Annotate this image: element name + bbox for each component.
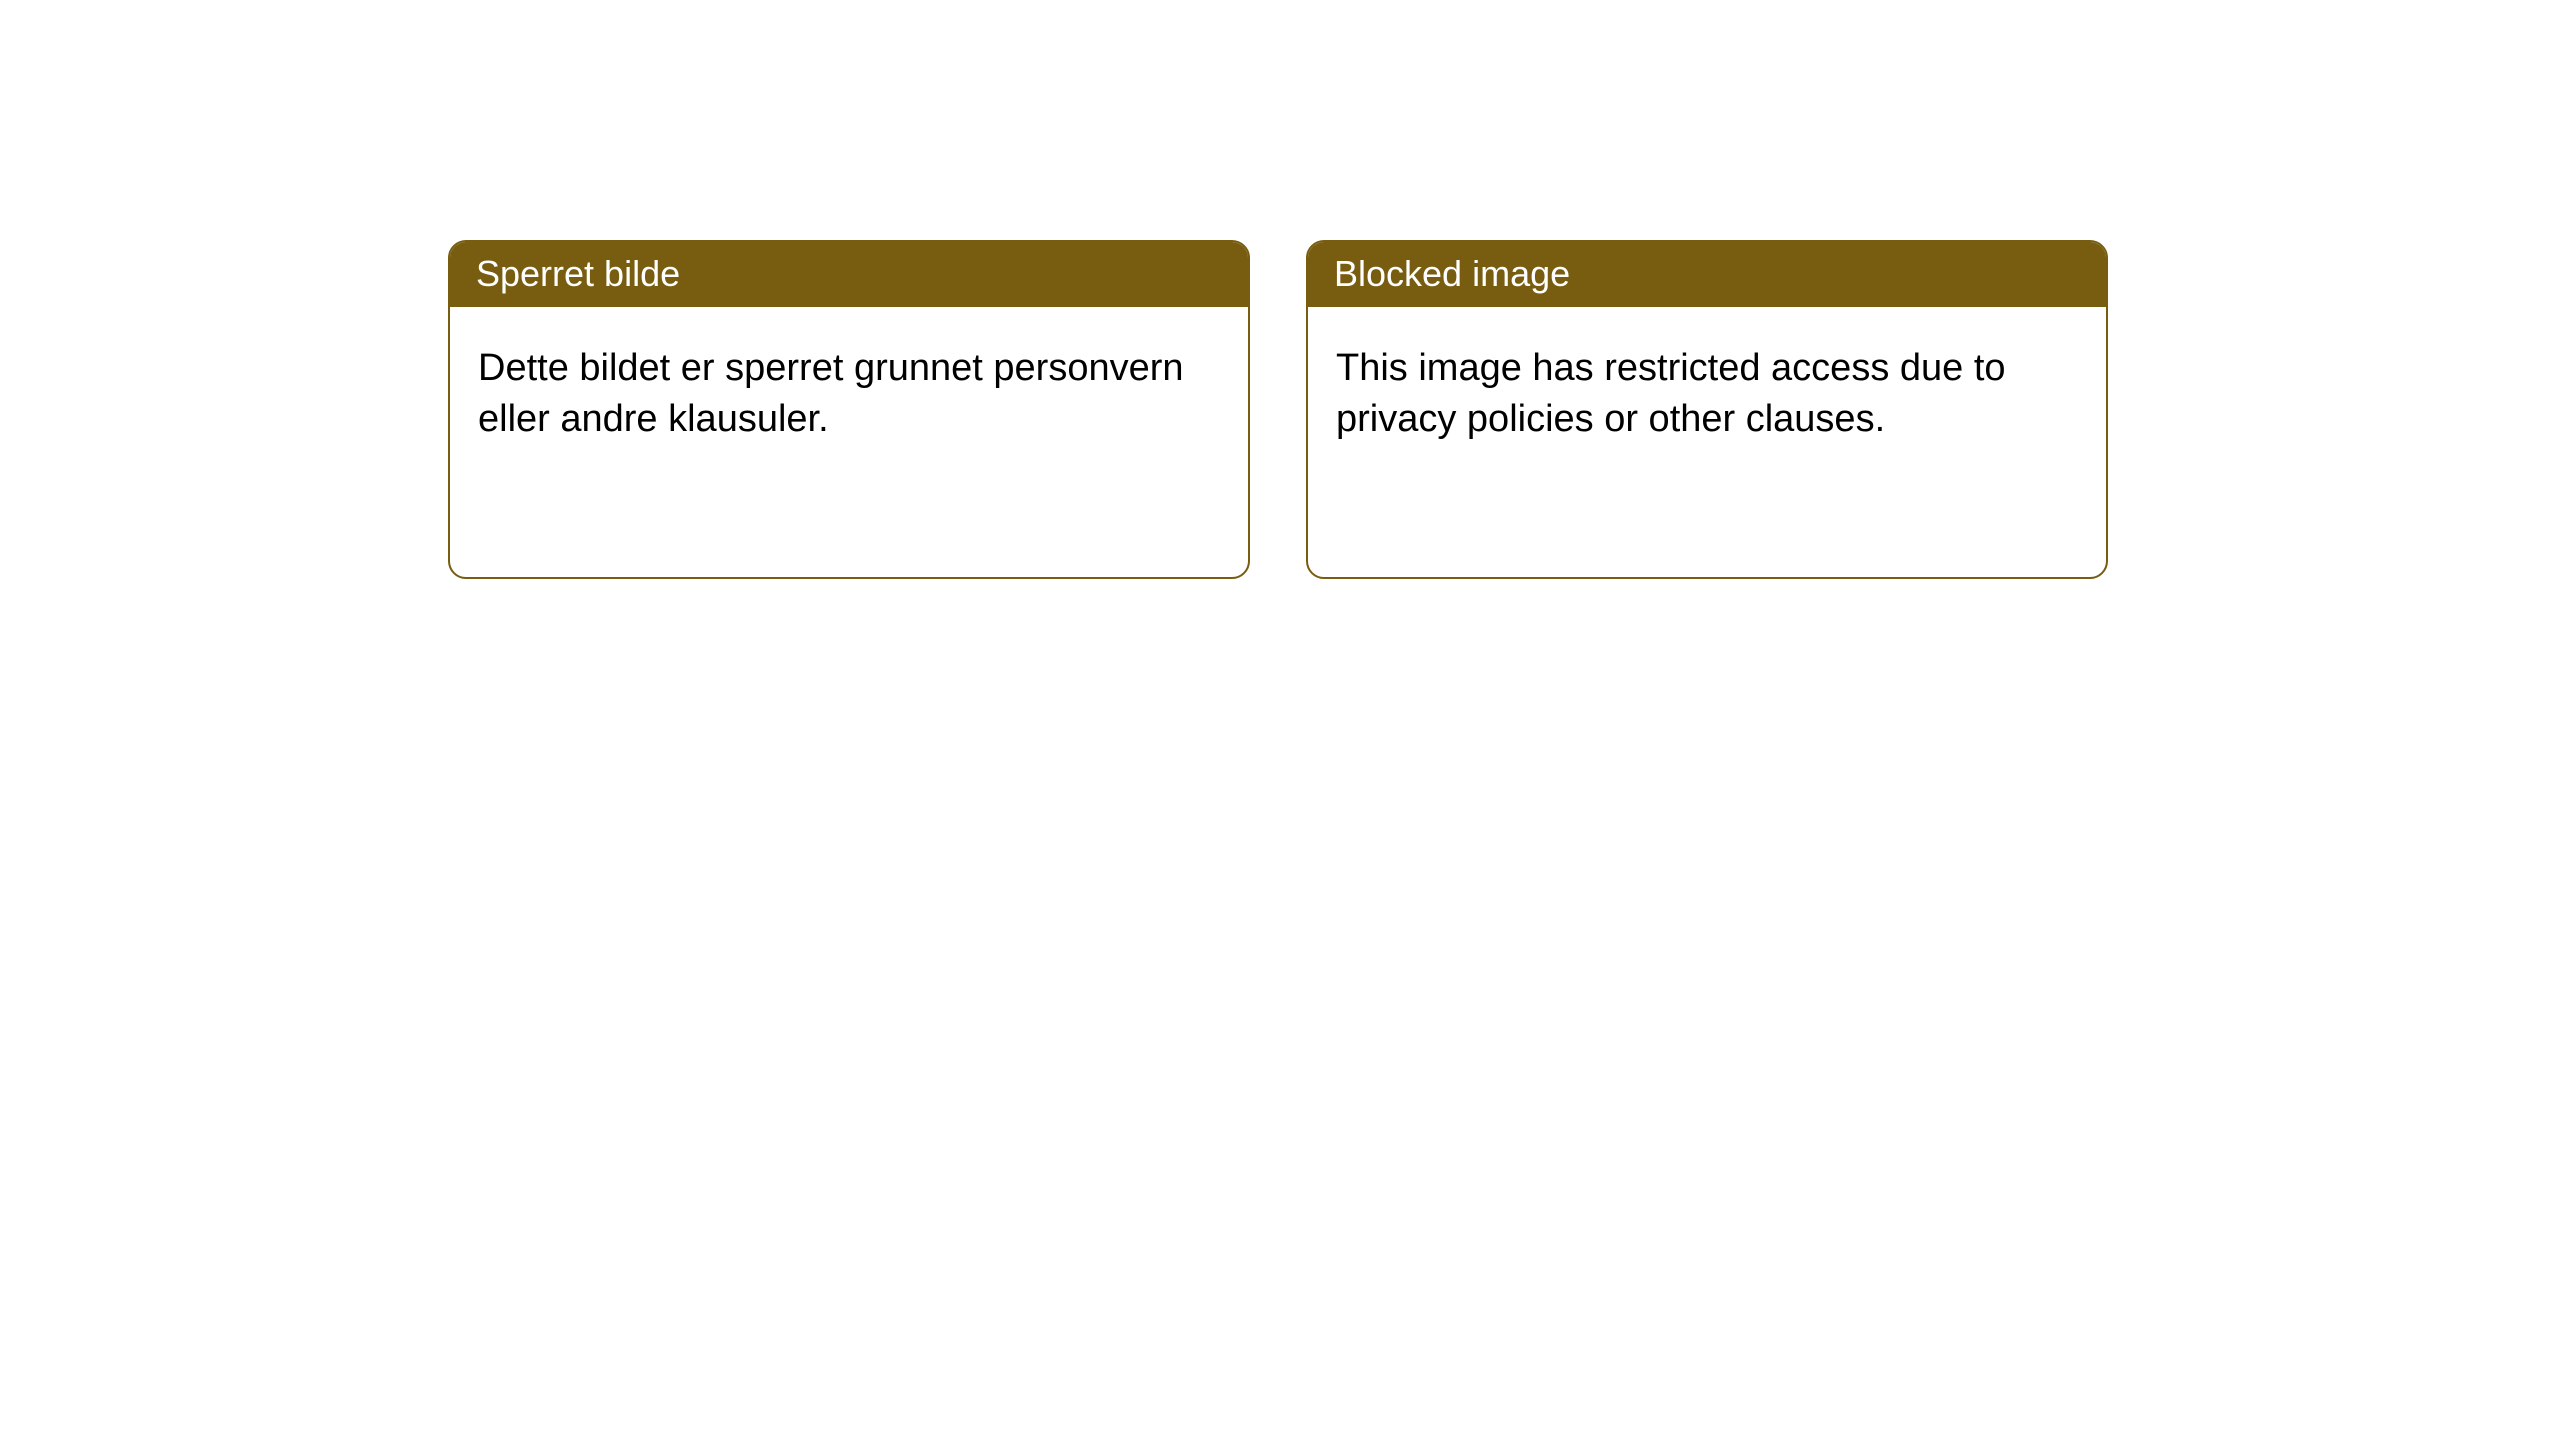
notice-body-en: This image has restricted access due to … [1308, 307, 2106, 577]
notice-title-no: Sperret bilde [450, 242, 1248, 307]
notice-body-no: Dette bildet er sperret grunnet personve… [450, 307, 1248, 577]
notice-container: Sperret bilde Dette bildet er sperret gr… [0, 0, 2560, 579]
notice-card-norwegian: Sperret bilde Dette bildet er sperret gr… [448, 240, 1250, 579]
notice-card-english: Blocked image This image has restricted … [1306, 240, 2108, 579]
notice-title-en: Blocked image [1308, 242, 2106, 307]
